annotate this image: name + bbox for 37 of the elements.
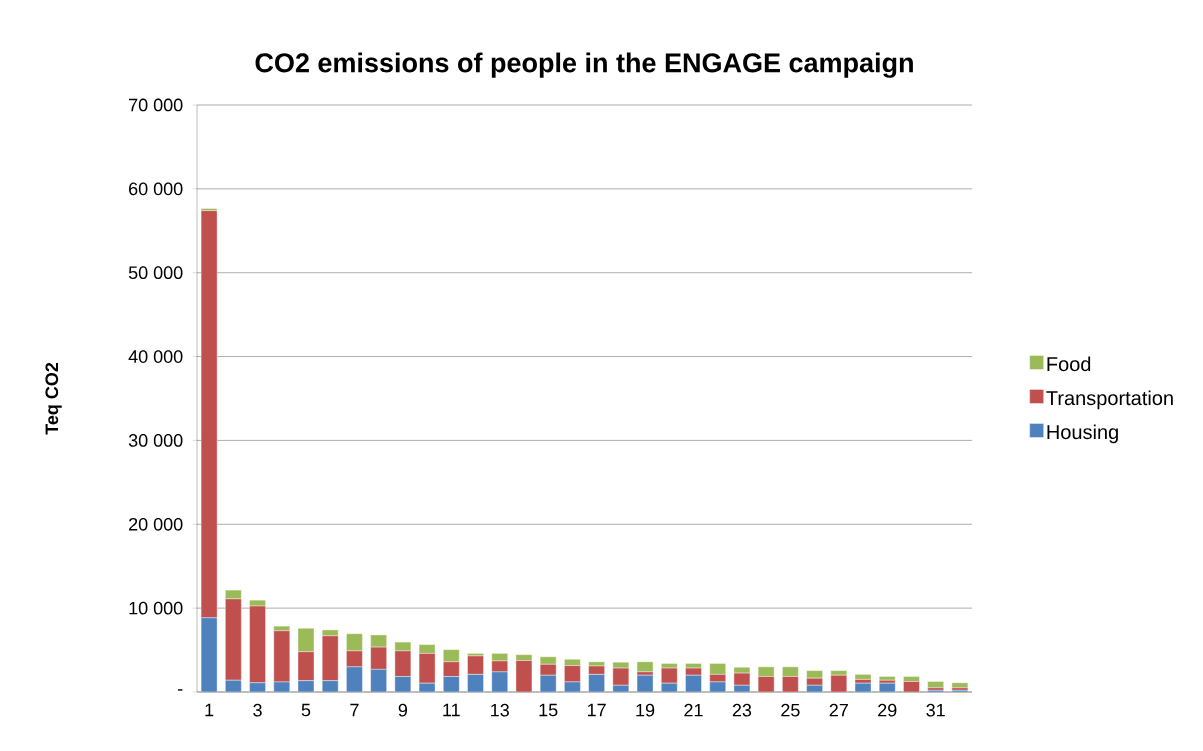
y-axis-title: Teq CO2 <box>45 362 62 435</box>
y-tick-label: 20 000 <box>129 517 183 531</box>
bar <box>951 682 969 688</box>
y-tick-label: 10 000 <box>129 601 183 615</box>
legend-label: Transportation <box>1046 390 1173 410</box>
bar <box>854 682 872 692</box>
chart-title: CO2 emissions of people in the ENGAGE campaign <box>255 52 913 78</box>
x-tick-label: 31 <box>926 703 945 717</box>
x-tick-label: 1 <box>205 703 214 717</box>
x-tick-label: 17 <box>587 703 606 717</box>
bar <box>636 661 654 673</box>
x-tick-label: 13 <box>491 703 509 717</box>
x-tick-label: 29 <box>878 703 897 717</box>
x-tick-label: 25 <box>781 703 800 717</box>
x-tick-label: 23 <box>732 703 752 717</box>
x-tick-label: 3 <box>253 703 262 717</box>
bar <box>879 676 896 681</box>
x-tick-label: 5 <box>301 703 311 717</box>
bar <box>879 682 896 692</box>
legend-label: Food <box>1047 356 1091 372</box>
bar <box>854 674 872 680</box>
x-tick-label: 21 <box>684 703 703 717</box>
y-tick-label: 60 000 <box>129 182 183 196</box>
y-tick-label: 30 000 <box>128 434 183 447</box>
legend-label: Housing <box>1047 424 1118 444</box>
x-tick-label: 19 <box>636 703 655 717</box>
x-tick-label: 7 <box>350 703 359 717</box>
x-tick-label: 15 <box>539 703 558 717</box>
y-tick-label: 50 000 <box>128 266 183 280</box>
x-tick-label: 9 <box>398 703 408 717</box>
y-tick-label: - <box>178 689 183 691</box>
y-tick-label: 70 000 <box>129 98 183 112</box>
x-tick-label: 11 <box>443 703 460 717</box>
y-tick-label: 40 000 <box>128 350 183 363</box>
bar <box>636 675 654 692</box>
bar <box>927 681 944 688</box>
x-tick-label: 27 <box>829 703 848 717</box>
